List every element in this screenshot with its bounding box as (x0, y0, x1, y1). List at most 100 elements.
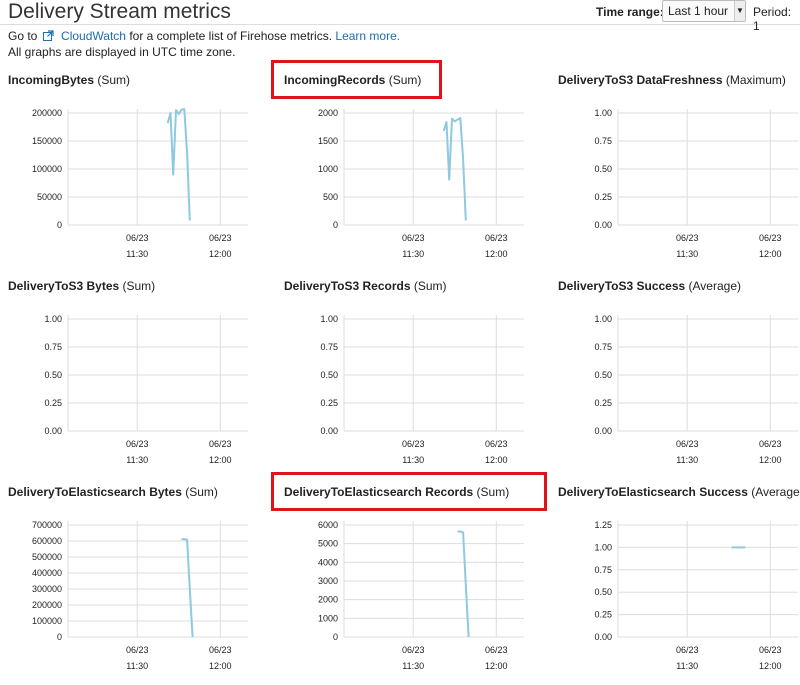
panel-title: DeliveryToElasticsearch Success (Average… (558, 485, 800, 499)
chart-svg: 0.00 0.25 0.50 0.75 1.00 1.25 06/23 11:30 06/23 1… (594, 520, 798, 671)
period-value: 1 (753, 19, 760, 33)
x-tick-date: 06/23 (485, 645, 508, 655)
panel-statistic: (Sum) (94, 73, 131, 87)
x-tick-date: 06/23 (209, 233, 232, 243)
y-tick-label: 0 (333, 632, 338, 642)
x-tick-date: 06/23 (485, 233, 508, 243)
y-tick-label: 1000 (318, 613, 338, 623)
y-tick-label: 200000 (32, 108, 62, 118)
goto-prefix: Go to (8, 29, 38, 43)
y-tick-label: 200000 (32, 600, 62, 610)
panel-title: DeliveryToS3 Records (Sum) (284, 279, 447, 293)
y-tick-label: 1500 (318, 136, 338, 146)
x-tick-time: 11:30 (402, 661, 424, 671)
y-tick-label: 0 (333, 220, 338, 230)
x-tick-time: 11:30 (126, 661, 148, 671)
x-tick-time: 12:00 (759, 455, 782, 465)
panel-title: DeliveryToElasticsearch Bytes (Sum) (8, 485, 218, 499)
x-tick-time: 12:00 (759, 661, 782, 671)
period-label: Period: 1 (753, 5, 800, 33)
chart-svg: 0.00 0.25 0.50 0.75 1.00 06/23 11:30 06/23 12:00 (320, 314, 524, 465)
x-tick-time: 11:30 (676, 661, 698, 671)
metric-panel: DeliveryToS3 Records (Sum) 0.00 0.25 0.50 0.… (284, 279, 534, 479)
panel-metric-name: DeliveryToS3 Records (284, 279, 411, 293)
panel-statistic: (Average) (685, 279, 741, 293)
panel-metric-name: DeliveryToElasticsearch Success (558, 485, 748, 499)
y-tick-label: 0.25 (594, 398, 612, 408)
y-tick-label: 500000 (32, 552, 62, 562)
y-tick-label: 0.00 (320, 426, 338, 436)
y-tick-label: 50000 (37, 192, 62, 202)
page-title: Delivery Stream metrics (8, 0, 231, 23)
y-tick-label: 0.75 (594, 136, 612, 146)
y-tick-label: 0 (57, 220, 62, 230)
time-range-select[interactable]: Last 1 hour ▼ (662, 0, 746, 22)
panel-metric-name: DeliveryToS3 DataFreshness (558, 73, 723, 87)
utc-note: All graphs are displayed in UTC time zon… (8, 45, 236, 59)
intro-goto: Go to CloudWatch for a complete list of … (8, 29, 400, 43)
series-line (166, 108, 191, 221)
x-tick-time: 11:30 (676, 455, 698, 465)
y-tick-label: 0.75 (320, 342, 338, 352)
y-tick-label: 1.00 (594, 314, 612, 324)
x-tick-date: 06/23 (676, 439, 699, 449)
x-tick-date: 06/23 (759, 439, 782, 449)
x-tick-time: 12:00 (759, 249, 782, 259)
x-tick-time: 12:00 (209, 661, 232, 671)
highlight-box (271, 60, 442, 99)
goto-suffix: for a complete list of Firehose metrics. (129, 29, 333, 43)
y-tick-label: 100000 (32, 164, 62, 174)
x-tick-time: 11:30 (126, 455, 148, 465)
panel-metric-name: DeliveryToElasticsearch Bytes (8, 485, 182, 499)
title-divider (0, 24, 800, 25)
y-tick-label: 0.50 (320, 370, 338, 380)
period-label-text: Period: (753, 5, 792, 19)
y-tick-label: 0.75 (44, 342, 62, 352)
chart-svg: 0.00 0.25 0.50 0.75 1.00 06/23 11:30 06/23 12:00 (594, 108, 798, 259)
y-tick-label: 500 (323, 192, 338, 202)
x-tick-date: 06/23 (209, 439, 232, 449)
y-tick-label: 0.00 (44, 426, 62, 436)
time-range-label: Time range: (596, 5, 664, 19)
chart-svg: 0.00 0.25 0.50 0.75 1.00 06/23 11:30 06/23 12:00 (594, 314, 798, 465)
learn-more-link[interactable]: Learn more. (335, 29, 401, 43)
y-tick-label: 1000 (318, 164, 338, 174)
panel-metric-name: IncomingRecords (284, 73, 386, 87)
x-tick-date: 06/23 (676, 645, 699, 655)
panel-statistic: (Sum) (119, 279, 156, 293)
y-tick-label: 0.50 (594, 164, 612, 174)
x-tick-date: 06/23 (402, 233, 425, 243)
y-tick-label: 0.00 (594, 220, 612, 230)
y-tick-label: 0.25 (594, 192, 612, 202)
x-tick-time: 11:30 (402, 249, 424, 259)
x-tick-date: 06/23 (402, 439, 425, 449)
cloudwatch-link[interactable]: CloudWatch (61, 29, 126, 43)
y-tick-label: 2000 (318, 108, 338, 118)
y-tick-label: 0 (57, 632, 62, 642)
metric-panel: IncomingRecords (Sum) 0 500 1000 1500 2000 06/… (271, 60, 534, 273)
x-tick-date: 06/23 (126, 233, 149, 243)
x-tick-time: 12:00 (485, 661, 508, 671)
panel-metric-name: DeliveryToElasticsearch Records (284, 485, 474, 499)
panel-title: IncomingRecords (Sum) (284, 73, 421, 87)
y-tick-label: 0.00 (594, 426, 612, 436)
x-tick-date: 06/23 (759, 233, 782, 243)
y-tick-label: 0.50 (594, 587, 612, 597)
panel-title: DeliveryToElasticsearch Records (Sum) (284, 485, 509, 499)
x-tick-date: 06/23 (676, 233, 699, 243)
y-tick-label: 1.00 (320, 314, 338, 324)
panel-metric-name: DeliveryToS3 Bytes (8, 279, 120, 293)
panel-metric-name: DeliveryToS3 Success (558, 279, 686, 293)
y-tick-label: 0.75 (594, 565, 612, 575)
y-tick-label: 100000 (32, 616, 62, 626)
y-tick-label: 1.00 (44, 314, 62, 324)
metric-panel: DeliveryToS3 Success (Average) 0.00 0.25 0.… (558, 279, 800, 479)
panel-title: DeliveryToS3 DataFreshness (Maximum) (558, 73, 786, 87)
x-tick-date: 06/23 (485, 439, 508, 449)
panel-statistic: (Sum) (473, 485, 510, 499)
metric-panel: DeliveryToS3 DataFreshness (Maximum) 0.00… (558, 73, 800, 273)
panel-title: DeliveryToS3 Bytes (Sum) (8, 279, 155, 293)
x-tick-date: 06/23 (402, 645, 425, 655)
x-tick-time: 11:30 (126, 249, 148, 259)
y-tick-label: 0.00 (594, 632, 612, 642)
